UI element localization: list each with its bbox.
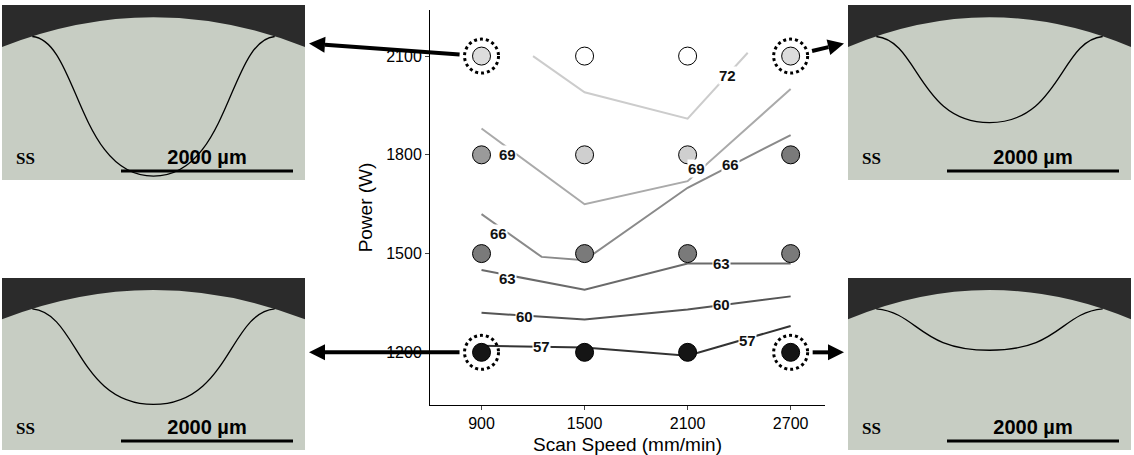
svg-text:1500: 1500 (386, 245, 422, 262)
svg-text:60: 60 (516, 308, 533, 325)
svg-text:1800: 1800 (386, 146, 422, 163)
svg-text:60: 60 (713, 296, 730, 313)
svg-text:63: 63 (713, 255, 730, 272)
svg-text:Power (W): Power (W) (355, 163, 376, 253)
svg-text:2000 µm: 2000 µm (993, 416, 1072, 438)
svg-text:2000 µm: 2000 µm (167, 416, 246, 438)
svg-text:63: 63 (499, 270, 516, 287)
svg-text:2100: 2100 (386, 48, 422, 65)
svg-text:66: 66 (490, 225, 507, 242)
svg-text:1500: 1500 (567, 415, 603, 432)
svg-text:2000 µm: 2000 µm (993, 146, 1072, 168)
svg-text:Scan Speed (mm/min): Scan Speed (mm/min) (533, 434, 722, 455)
svg-text:1200: 1200 (386, 344, 422, 361)
svg-text:69: 69 (499, 146, 516, 163)
svg-text:SS: SS (16, 419, 35, 438)
svg-text:2100: 2100 (670, 415, 706, 432)
svg-text:SS: SS (862, 149, 881, 168)
svg-text:69: 69 (688, 160, 705, 177)
svg-text:57: 57 (739, 332, 756, 349)
svg-text:900: 900 (468, 415, 495, 432)
svg-text:66: 66 (722, 156, 739, 173)
svg-text:SS: SS (16, 149, 35, 168)
svg-text:SS: SS (862, 419, 881, 438)
svg-text:72: 72 (719, 67, 736, 84)
svg-text:57: 57 (533, 338, 550, 355)
svg-text:2000 µm: 2000 µm (167, 146, 246, 168)
svg-text:2700: 2700 (773, 415, 809, 432)
